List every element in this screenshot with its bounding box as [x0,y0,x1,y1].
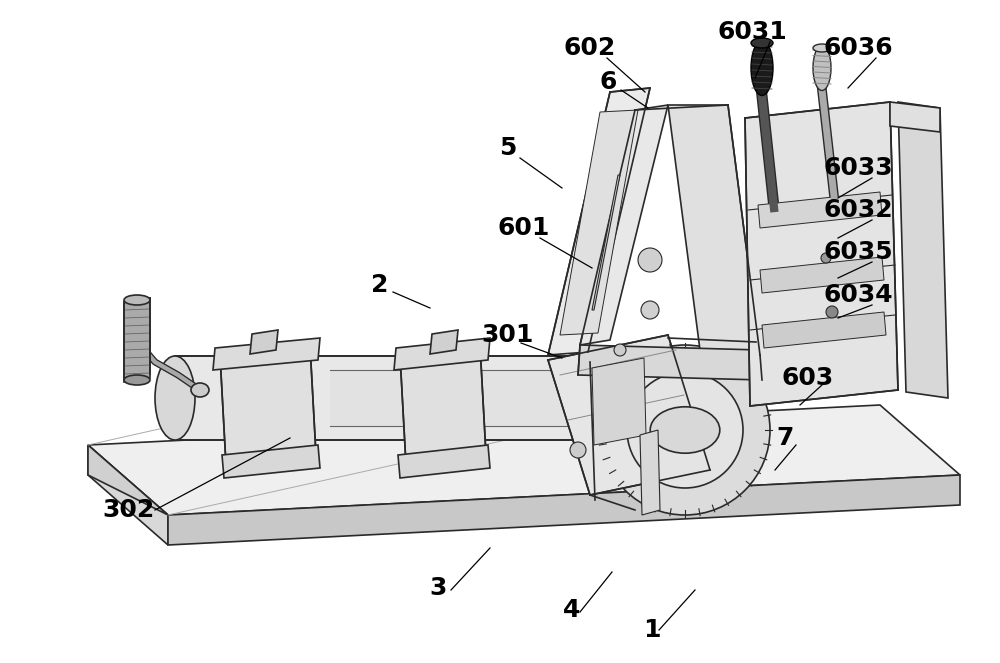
Polygon shape [640,430,660,515]
Circle shape [627,372,743,488]
Text: 6034: 6034 [823,283,893,307]
Ellipse shape [124,375,150,385]
Text: 601: 601 [498,216,550,240]
Circle shape [826,306,838,318]
Polygon shape [220,345,316,465]
Circle shape [570,442,586,458]
Ellipse shape [751,38,773,48]
Text: 6031: 6031 [717,20,787,44]
Ellipse shape [658,370,702,426]
Ellipse shape [650,407,720,453]
Polygon shape [398,445,490,478]
Ellipse shape [813,46,831,91]
Ellipse shape [155,356,195,440]
Polygon shape [890,102,940,132]
Polygon shape [213,338,320,370]
Circle shape [641,301,659,319]
Circle shape [600,345,770,515]
Polygon shape [124,298,150,382]
Text: 301: 301 [482,323,534,347]
Text: 6035: 6035 [823,240,893,264]
Polygon shape [898,102,948,398]
Polygon shape [430,330,458,354]
Text: 3: 3 [429,576,447,600]
Ellipse shape [191,383,209,397]
Polygon shape [548,88,650,355]
Text: 4: 4 [563,598,581,622]
Polygon shape [175,356,680,440]
Text: 5: 5 [499,136,517,160]
Polygon shape [88,445,168,545]
Text: 7: 7 [776,426,794,450]
Text: 6: 6 [599,70,617,94]
Text: 1: 1 [643,618,661,642]
Polygon shape [250,330,278,354]
Circle shape [821,253,831,263]
Polygon shape [560,110,638,335]
Text: 6036: 6036 [823,36,893,60]
Ellipse shape [751,40,773,95]
Text: 302: 302 [102,498,154,522]
Text: 602: 602 [564,36,616,60]
Polygon shape [548,335,710,495]
Polygon shape [668,105,760,355]
Polygon shape [592,358,646,445]
Polygon shape [578,345,762,380]
Polygon shape [400,345,486,465]
Polygon shape [88,445,168,515]
Polygon shape [88,405,960,515]
Text: 6033: 6033 [823,156,893,180]
Polygon shape [394,338,490,370]
Polygon shape [762,312,886,348]
Polygon shape [745,102,898,406]
Polygon shape [222,445,320,478]
Circle shape [614,344,626,356]
Polygon shape [580,105,668,345]
Polygon shape [760,257,884,293]
Polygon shape [330,370,680,426]
Polygon shape [758,192,882,228]
Text: 2: 2 [371,273,389,297]
Text: 6032: 6032 [823,198,893,222]
Polygon shape [168,475,960,545]
Ellipse shape [654,356,706,440]
Circle shape [638,248,662,272]
Text: 603: 603 [782,366,834,390]
Ellipse shape [813,44,831,52]
Polygon shape [592,175,620,310]
Ellipse shape [124,295,150,305]
